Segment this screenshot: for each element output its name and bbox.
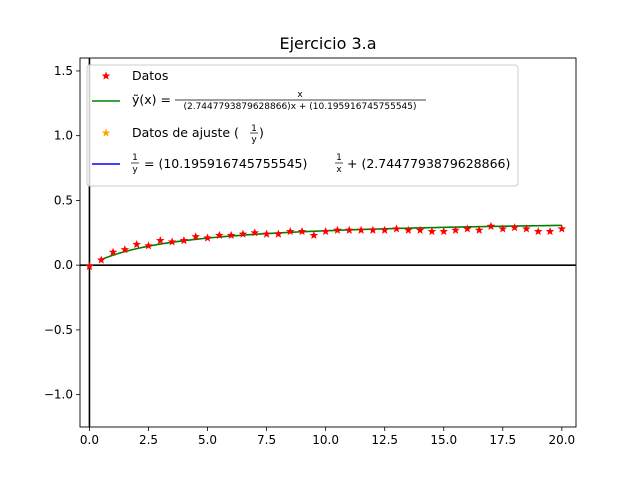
data-point-star	[439, 226, 449, 236]
data-point-star	[463, 224, 472, 233]
x-tick-label: 12.5	[371, 433, 398, 447]
data-point-star	[380, 225, 389, 234]
legend-label-inverse-middle: = (10.195916745755545)	[144, 156, 307, 171]
data-point-star	[250, 228, 260, 237]
legend-label-inverse-rhs-num: 1	[336, 153, 342, 163]
data-point-star	[297, 226, 307, 236]
data-point-star	[274, 229, 283, 238]
data-point-star	[108, 247, 118, 256]
x-tick-label: 10.0	[312, 433, 339, 447]
data-points-group	[85, 221, 567, 271]
data-point-star	[392, 224, 401, 233]
fit-curve-line	[100, 224, 562, 261]
legend-label-fit-numerator: x	[297, 90, 303, 100]
data-point-star	[156, 236, 165, 245]
y-tick-label: −0.5	[44, 323, 73, 337]
data-point-star	[404, 225, 413, 234]
data-point-star	[309, 230, 319, 240]
data-point-star	[321, 226, 330, 236]
legend: Datos ỹ(x) = x (2.7447793879628866)x + (…	[86, 64, 519, 187]
data-point-star	[179, 236, 189, 245]
x-tick-label: 17.5	[489, 433, 516, 447]
data-point-star	[344, 225, 354, 234]
data-point-star	[191, 232, 201, 241]
y-tick-label: 0.5	[54, 193, 73, 207]
legend-label-datos-ajuste: Datos de ajuste (	[132, 125, 239, 140]
x-tick-label: 5.0	[198, 433, 217, 447]
legend-marker-datos	[101, 71, 111, 80]
data-point-star	[415, 225, 425, 234]
legend-marker-datos-ajuste	[101, 128, 111, 137]
data-point-star	[498, 224, 508, 233]
legend-label-inverse-rhs-den: x	[336, 165, 342, 175]
axis-ticks: 0.0 2.5 5.0 7.5 10.0 12.5 15.0 17.5 20.0−1.0−0.5…	[44, 64, 575, 447]
data-point-star	[203, 233, 212, 242]
legend-label-fit-denominator: (2.7447793879628866)x + (10.195916745755…	[183, 102, 416, 112]
data-point-star	[427, 226, 437, 236]
data-point-star	[144, 241, 153, 250]
data-point-star	[285, 226, 295, 236]
fit-curve-group	[100, 224, 562, 261]
legend-label-inverse-lhs-den: y	[132, 165, 138, 175]
data-point-star	[215, 230, 224, 240]
legend-label-inverse-tail: + (2.7447793879628866)	[347, 156, 510, 171]
data-point-star	[238, 229, 248, 238]
y-tick-label: 1.0	[54, 129, 73, 143]
y-tick-label: −1.0	[44, 388, 73, 402]
data-point-star	[132, 239, 141, 249]
legend-label-ajuste-frac-num: 1	[251, 124, 257, 134]
data-point-star	[474, 225, 484, 234]
data-point-star	[262, 229, 271, 238]
data-point-star	[356, 225, 366, 234]
data-point-star	[120, 245, 130, 254]
data-point-star	[545, 226, 555, 236]
legend-label-ajuste-frac-den: y	[251, 135, 257, 145]
data-point-star	[451, 225, 460, 234]
data-point-star	[96, 255, 106, 264]
data-point-star	[226, 230, 236, 240]
y-tick-label: 0.0	[54, 258, 73, 272]
legend-label-inverse-lhs-num: 1	[132, 153, 138, 163]
data-point-star	[557, 224, 567, 233]
x-tick-label: 2.5	[139, 433, 158, 447]
x-tick-label: 0.0	[80, 433, 99, 447]
data-point-star	[486, 221, 496, 230]
plot-frame	[79, 57, 577, 428]
x-tick-label: 20.0	[548, 433, 575, 447]
legend-box	[86, 64, 519, 187]
chart-title: Ejercicio 3.a	[279, 34, 376, 53]
x-tick-label: 15.0	[430, 433, 457, 447]
legend-label-datos: Datos	[132, 68, 168, 83]
data-point-star	[533, 226, 543, 236]
x-tick-label: 7.5	[257, 433, 276, 447]
data-point-star	[167, 237, 177, 246]
legend-label-fit-lhs: ỹ(x) =	[132, 92, 171, 107]
data-point-star	[333, 225, 342, 234]
data-point-star	[368, 225, 378, 234]
data-point-star	[522, 224, 531, 233]
data-point-star	[510, 223, 519, 232]
y-tick-label: 1.5	[54, 64, 73, 78]
legend-label-ajuste-close: )	[259, 125, 264, 140]
data-point-star	[85, 261, 94, 271]
